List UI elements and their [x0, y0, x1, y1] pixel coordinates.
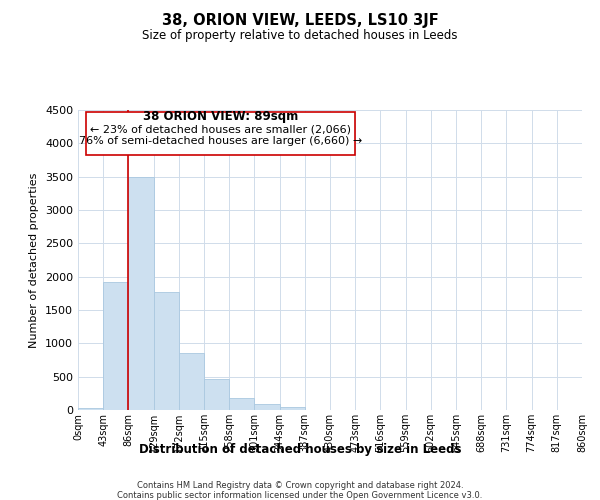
Y-axis label: Number of detached properties: Number of detached properties — [29, 172, 40, 348]
Text: ← 23% of detached houses are smaller (2,066): ← 23% of detached houses are smaller (2,… — [90, 124, 351, 134]
FancyBboxPatch shape — [86, 112, 355, 154]
Bar — [204, 380, 229, 410]
Bar — [128, 176, 154, 410]
Text: 38, ORION VIEW, LEEDS, LS10 3JF: 38, ORION VIEW, LEEDS, LS10 3JF — [161, 12, 439, 28]
Bar — [154, 292, 179, 410]
Text: Size of property relative to detached houses in Leeds: Size of property relative to detached ho… — [142, 29, 458, 42]
Text: Distribution of detached houses by size in Leeds: Distribution of detached houses by size … — [139, 442, 461, 456]
Text: Contains HM Land Registry data © Crown copyright and database right 2024.: Contains HM Land Registry data © Crown c… — [137, 481, 463, 490]
Text: 76% of semi-detached houses are larger (6,660) →: 76% of semi-detached houses are larger (… — [79, 136, 362, 146]
Text: Contains public sector information licensed under the Open Government Licence v3: Contains public sector information licen… — [118, 491, 482, 500]
Bar — [78, 408, 103, 410]
Bar — [254, 404, 280, 410]
Text: 38 ORION VIEW: 89sqm: 38 ORION VIEW: 89sqm — [143, 110, 298, 123]
Bar — [179, 354, 204, 410]
Bar — [280, 408, 305, 410]
Bar — [103, 282, 128, 410]
Bar — [229, 398, 254, 410]
